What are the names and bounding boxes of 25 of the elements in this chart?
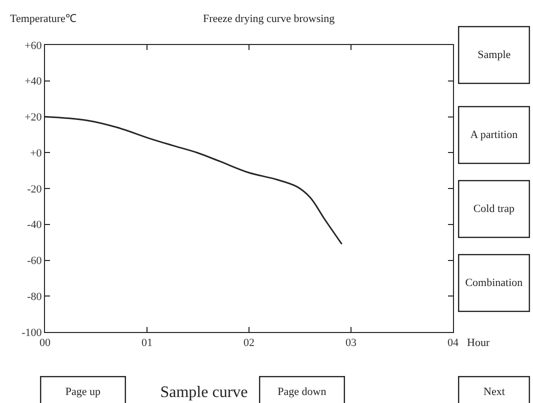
y-tick-label: -100 bbox=[22, 326, 42, 339]
x-tick-label: 01 bbox=[142, 337, 152, 350]
y-tick-label: -80 bbox=[27, 290, 42, 303]
text: Page up bbox=[65, 386, 102, 398]
text: Page down bbox=[278, 386, 327, 398]
text: Next bbox=[484, 386, 505, 398]
y-tick-label: +0 bbox=[30, 147, 42, 160]
y-axis-title: Temperature℃ bbox=[10, 13, 76, 25]
text: Sample bbox=[478, 49, 511, 62]
y-tick-label: +40 bbox=[24, 76, 42, 88]
y-tick-label: +20 bbox=[24, 112, 42, 124]
x-axis-title: Hour bbox=[467, 337, 490, 349]
x-tick-label: 04 bbox=[448, 337, 459, 350]
text: A partition bbox=[470, 129, 518, 142]
y-tick-label: -20 bbox=[27, 183, 42, 196]
y-tick-label: +60 bbox=[24, 40, 42, 52]
y-tick-label: -60 bbox=[27, 255, 42, 268]
text: Combination bbox=[465, 277, 524, 290]
text: Sample curve bbox=[160, 384, 248, 401]
chart-title: Freeze drying curve browsing bbox=[203, 13, 336, 25]
x-tick-label: 00 bbox=[40, 337, 51, 350]
y-tick-label: -40 bbox=[27, 219, 42, 232]
text: Cold trap bbox=[473, 203, 516, 216]
x-tick-label: 03 bbox=[346, 337, 357, 350]
x-tick-label: 02 bbox=[244, 337, 254, 350]
